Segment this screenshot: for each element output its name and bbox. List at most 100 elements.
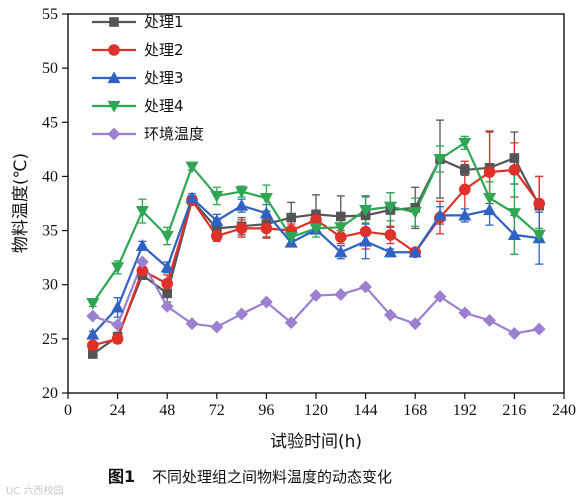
- y-axis-ticks: 20 25 30 35 40 45 50 55: [42, 6, 68, 402]
- y-tick-label: 25: [42, 331, 58, 348]
- y-tick-label: 20: [42, 385, 58, 402]
- series-5-point: [359, 280, 373, 294]
- legend-marker: [107, 127, 121, 141]
- x-tick-label: 168: [403, 402, 427, 419]
- x-tick-label: 216: [502, 402, 526, 419]
- series-4-point: [284, 231, 298, 244]
- series-2-point: [384, 229, 397, 241]
- series-2-point: [161, 277, 173, 290]
- x-axis-title: 试验时间(h): [270, 432, 362, 452]
- series-3-point: [408, 245, 422, 258]
- series-2-point: [260, 222, 273, 235]
- series-5-point: [259, 295, 273, 309]
- figure-caption: 图1 不同处理组之间物料温度的动态变化: [108, 467, 392, 486]
- series-4-point: [235, 186, 249, 199]
- series-3-point: [160, 260, 174, 273]
- series-4-point: [483, 192, 497, 205]
- x-tick-label: 0: [64, 402, 72, 419]
- x-tick-label: 192: [453, 402, 477, 419]
- y-tick-label: 35: [42, 223, 58, 240]
- series-5-point: [458, 306, 472, 320]
- series-4-point: [383, 201, 397, 214]
- series-3-point: [259, 206, 273, 219]
- legend-label: 环境温度: [144, 125, 204, 143]
- y-tick-label: 45: [42, 114, 58, 131]
- series-5-point: [284, 316, 298, 330]
- series-3-point: [507, 228, 521, 241]
- series-3-point: [111, 300, 125, 313]
- series-2-point: [87, 339, 99, 352]
- y-tick-label: 40: [42, 168, 58, 185]
- x-tick-label: 24: [110, 402, 126, 419]
- series-4-point: [160, 230, 174, 243]
- series-5-point: [135, 255, 149, 269]
- series-lines: [91, 141, 541, 355]
- caption-label: 图1: [108, 467, 135, 486]
- series-4-point: [111, 262, 125, 275]
- y-axis-title: 物料温度(℃): [11, 153, 31, 253]
- series-5-point: [507, 327, 521, 340]
- series-3-point: [235, 199, 249, 211]
- legend-label: 处理3: [144, 69, 184, 87]
- series-4-point: [135, 205, 149, 218]
- series-4-point: [433, 154, 447, 166]
- series-1-point: [335, 211, 346, 222]
- series-1-point: [509, 153, 520, 163]
- x-tick-label: 144: [354, 402, 378, 419]
- series-1-line: [92, 156, 541, 355]
- x-tick-label: 72: [209, 402, 225, 419]
- series-markers: [86, 137, 546, 359]
- series-3-point: [483, 203, 497, 216]
- series-5-point: [86, 309, 100, 323]
- series-2-point: [211, 230, 223, 242]
- x-tick-label: 48: [159, 402, 175, 419]
- legend-label: 处理4: [144, 97, 184, 115]
- series-5-point: [408, 317, 422, 331]
- y-tick-label: 55: [42, 6, 58, 23]
- series-2-point: [533, 197, 546, 210]
- series-4-point: [86, 298, 100, 310]
- series-3-point: [458, 208, 472, 221]
- x-tick-label: 240: [552, 402, 576, 419]
- series-3-point: [86, 327, 100, 340]
- series-5-point: [334, 288, 348, 301]
- series-3-point: [433, 208, 447, 221]
- series-3-point: [334, 245, 348, 258]
- legend-marker: [109, 17, 119, 27]
- series-1-point: [286, 212, 297, 223]
- series-4-point: [408, 207, 422, 219]
- series-1-point: [162, 288, 172, 299]
- series-5-point: [433, 290, 447, 304]
- legend: 处理1 处理2 处理3 处理4 环境温度: [92, 13, 204, 143]
- x-tick-label: 120: [304, 402, 328, 419]
- error-bars: [88, 119, 544, 358]
- series-4-point: [532, 229, 546, 242]
- y-tick-label: 30: [42, 277, 58, 294]
- series-4-point: [507, 208, 521, 220]
- series-5-point: [160, 299, 174, 313]
- series-3-point: [359, 234, 373, 247]
- legend-label: 处理1: [144, 13, 184, 31]
- watermark: UC 六西校园: [6, 484, 63, 497]
- series-4-point: [309, 223, 323, 236]
- series-2-point: [458, 183, 471, 196]
- series-5-point: [210, 320, 224, 334]
- legend-marker: [107, 100, 121, 113]
- series-4-point: [334, 222, 348, 234]
- x-axis-ticks: 0 24 48 72 96 120 144 168 192 216 240: [64, 393, 576, 419]
- series-4-point: [359, 204, 373, 217]
- series-5-point: [185, 317, 199, 331]
- legend-marker: [107, 71, 121, 84]
- legend-marker: [108, 44, 120, 56]
- series-5-point: [235, 307, 249, 321]
- series-4-point: [259, 192, 273, 205]
- y-tick-label: 50: [42, 60, 58, 77]
- series-2-point: [235, 222, 248, 235]
- series-3-point: [210, 214, 224, 226]
- series-5-point: [532, 322, 546, 336]
- series-3-point: [383, 245, 397, 258]
- series-5-point: [309, 289, 323, 302]
- caption-text: 不同处理组之间物料温度的动态变化: [152, 468, 392, 486]
- series-4-point: [210, 190, 224, 203]
